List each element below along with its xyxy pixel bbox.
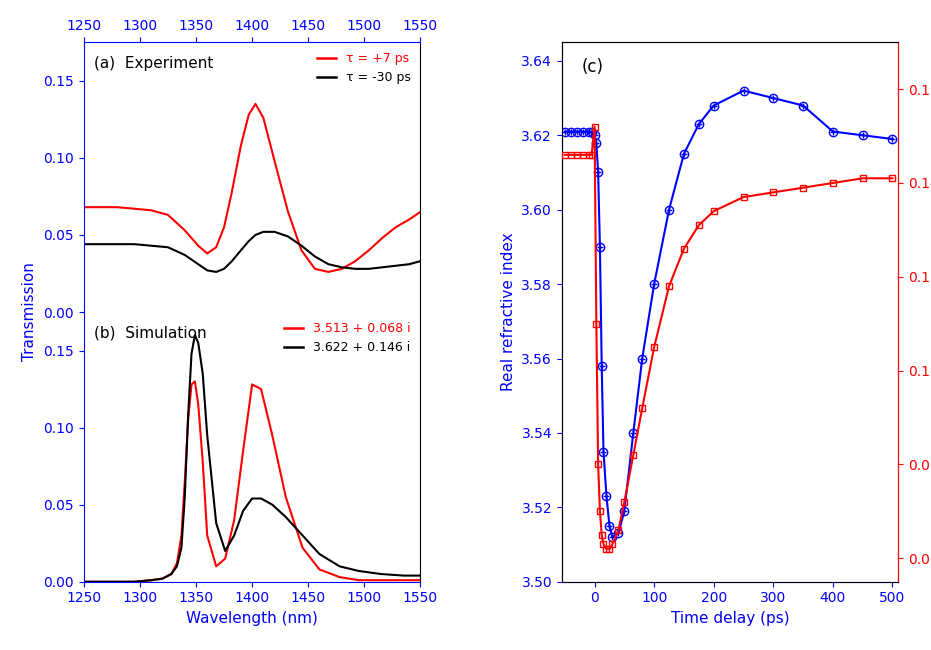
Legend: 3.513 + 0.068 i, 3.622 + 0.146 i: 3.513 + 0.068 i, 3.622 + 0.146 i xyxy=(280,318,414,358)
Text: Transmission: Transmission xyxy=(22,263,37,361)
Legend: τ = +7 ps, τ = -30 ps: τ = +7 ps, τ = -30 ps xyxy=(313,49,414,88)
X-axis label: Time delay (ps): Time delay (ps) xyxy=(671,611,789,626)
Y-axis label: Real refractive index: Real refractive index xyxy=(501,233,516,391)
X-axis label: Wavelength (nm): Wavelength (nm) xyxy=(186,611,318,626)
Text: (c): (c) xyxy=(582,58,604,77)
Text: (b)  Simulation: (b) Simulation xyxy=(94,326,207,341)
Text: (a)  Experiment: (a) Experiment xyxy=(94,56,213,71)
